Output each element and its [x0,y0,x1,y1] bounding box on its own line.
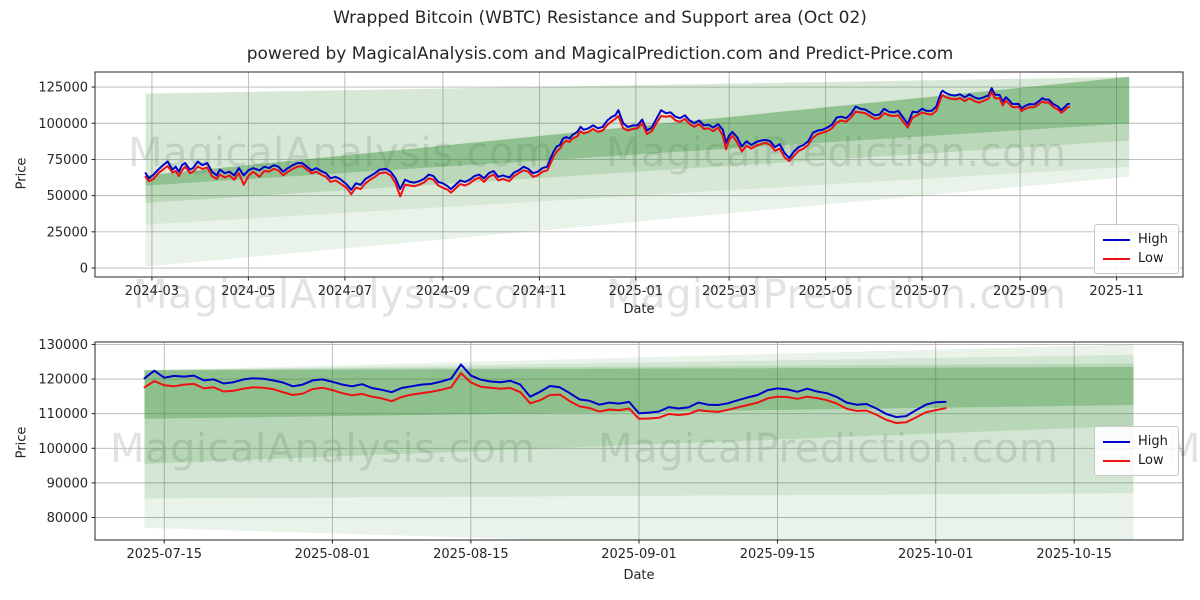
high-line-sample [1103,440,1130,443]
bottom-chart-xlabel: Date [623,568,655,583]
legend-row-low: Low [1103,249,1168,268]
top-chart-x-tick-label: 2025-01 [609,284,663,299]
top-chart-x-tick-label: 2024-09 [416,284,470,299]
top-chart-ylabel: Price [14,157,30,190]
top-chart-y-tick-label: 125000 [38,81,88,96]
bottom-chart-x-tick-label: 2025-07-15 [126,547,202,562]
high-line-sample [1103,238,1130,241]
top-chart-y-tick-label: 75000 [47,153,88,168]
top-chart-y-tick-label: 25000 [47,225,88,240]
legend-low-label: Low [1138,251,1164,266]
top-chart-frame [94,71,1184,278]
top-chart-x-tick-label: 2024-07 [318,284,372,299]
legend-low-label: Low [1138,453,1164,468]
bottom-chart-x-tick-label: 2025-10-01 [898,547,974,562]
bottom-chart-x-tick-label: 2025-09-01 [601,547,677,562]
top-chart-x-tick-label: 2025-05 [798,284,852,299]
bottom-chart-legend: High Low [1094,426,1179,476]
bottom-chart-low-line [143,372,947,424]
top-chart-band-4 [145,76,1130,186]
top-chart-high-line [144,87,1071,191]
top-chart-x-tick-label: 2025-09 [993,284,1047,299]
bottom-chart-band-2 [144,354,1134,499]
legend-row-high: High [1103,432,1168,451]
bottom-chart-y-tick-label: 130000 [38,338,88,353]
bottom-chart-y-tick-label: 80000 [47,511,88,526]
top-chart-x-tick-label: 2024-05 [221,284,275,299]
top-chart-y-tick-label: 100000 [38,117,88,132]
legend-high-label: High [1138,434,1168,449]
top-chart-x-tick-label: 2024-11 [512,284,566,299]
chart-title: Wrapped Bitcoin (WBTC) Resistance and Su… [333,8,867,28]
bottom-chart-y-tick-label: 90000 [47,476,88,491]
top-chart-y-tick-label: 0 [80,262,88,277]
bottom-chart-band-4 [144,366,1134,419]
bottom-chart-x-tick-label: 2025-08-15 [433,547,509,562]
legend-row-high: High [1103,230,1168,249]
bottom-chart-band-1 [144,344,1134,540]
bottom-chart-y-tick-label: 110000 [38,407,88,422]
top-chart-xlabel: Date [623,302,655,317]
top-chart-x-tick-label: 2025-03 [702,284,756,299]
bottom-chart-x-tick-label: 2025-10-15 [1036,547,1112,562]
bottom-chart-ylabel: Price [14,426,30,459]
legend-row-low: Low [1103,451,1168,470]
chart-subtitle: powered by MagicalAnalysis.com and Magic… [246,44,954,64]
top-chart-x-tick-label: 2025-11 [1089,284,1143,299]
bottom-chart-x-tick-label: 2025-09-15 [740,547,816,562]
legend-high-label: High [1138,232,1168,247]
bottom-chart-y-tick-label: 100000 [38,442,88,457]
low-line-sample [1103,459,1130,462]
bottom-chart-high-line [143,363,947,419]
bottom-chart-x-tick-label: 2025-08-01 [295,547,371,562]
low-line-sample [1103,257,1130,260]
top-chart-x-tick-label: 2024-03 [125,284,179,299]
top-chart-low-line [144,90,1071,198]
top-chart-band-1 [145,76,1130,267]
top-chart-legend: High Low [1094,224,1179,274]
bottom-chart-y-tick-label: 120000 [38,373,88,388]
top-chart-x-tick-label: 2025-07 [895,284,949,299]
top-chart-y-tick-label: 50000 [47,189,88,204]
